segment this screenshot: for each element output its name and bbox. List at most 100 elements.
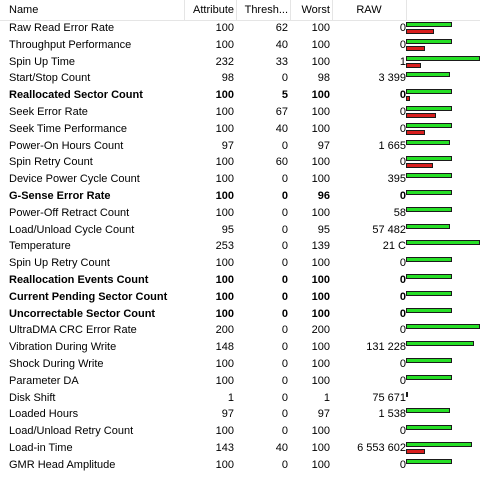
attribute-value: 253 bbox=[215, 240, 234, 253]
column-header-worst[interactable]: Worst bbox=[301, 4, 330, 16]
attribute-name: Vibration During Write bbox=[9, 341, 117, 354]
attribute-name: UltraDMA CRC Error Rate bbox=[9, 324, 137, 337]
raw-value: 0 bbox=[399, 189, 406, 202]
attribute-bar bbox=[406, 391, 408, 397]
worst-value: 200 bbox=[311, 324, 330, 337]
table-row[interactable]: Loaded Hours 97 0 97 1 538 bbox=[0, 406, 480, 423]
table-row[interactable]: GMR Head Amplitude 100 0 100 0 bbox=[0, 457, 480, 474]
health-bars bbox=[406, 37, 480, 54]
table-row[interactable]: Device Power Cycle Count 100 0 100 395 bbox=[0, 171, 480, 188]
table-row[interactable]: Uncorrectable Sector Count 100 0 100 0 bbox=[0, 306, 480, 323]
attribute-bar bbox=[406, 105, 452, 111]
worst-value: 97 bbox=[317, 408, 330, 421]
smart-attribute-list: Raw Read Error Rate 100 62 100 0 Throughput P… bbox=[0, 20, 480, 474]
attribute-bar bbox=[406, 425, 452, 431]
column-divider[interactable] bbox=[406, 0, 407, 20]
table-row[interactable]: UltraDMA CRC Error Rate 200 0 200 0 bbox=[0, 322, 480, 339]
table-row[interactable]: Load-in Time 143 40 100 6 553 602 bbox=[0, 440, 480, 457]
attribute-bar bbox=[406, 441, 472, 447]
table-row[interactable]: Current Pending Sector Count 100 0 100 0 bbox=[0, 289, 480, 306]
table-row[interactable]: Seek Error Rate 100 67 100 0 bbox=[0, 104, 480, 121]
column-header-threshold[interactable]: Thresh... bbox=[244, 4, 288, 16]
raw-value: 0 bbox=[399, 374, 406, 387]
table-row[interactable]: Throughput Performance 100 40 100 0 bbox=[0, 37, 480, 54]
table-row[interactable]: Reallocated Sector Count 100 5 100 0 bbox=[0, 87, 480, 104]
attribute-name: GMR Head Amplitude bbox=[9, 458, 116, 471]
attribute-name: Loaded Hours bbox=[9, 408, 79, 421]
table-row[interactable]: Seek Time Performance 100 40 100 0 bbox=[0, 121, 480, 138]
table-row[interactable]: Temperature 253 0 139 21 C bbox=[0, 238, 480, 255]
attribute-name: G-Sense Error Rate bbox=[9, 189, 111, 202]
column-header-name[interactable]: Name bbox=[9, 4, 39, 16]
table-row[interactable]: Spin Up Time 232 33 100 1 bbox=[0, 54, 480, 71]
table-row[interactable]: Vibration During Write 148 0 100 131 228 bbox=[0, 339, 480, 356]
health-bars bbox=[406, 205, 480, 222]
attribute-name: Disk Shift bbox=[9, 391, 56, 404]
threshold-value: 0 bbox=[281, 307, 288, 320]
worst-value: 100 bbox=[311, 38, 330, 51]
attribute-value: 100 bbox=[215, 105, 234, 118]
column-header-attribute[interactable]: Attribute bbox=[193, 4, 234, 16]
table-row[interactable]: G-Sense Error Rate 100 0 96 0 bbox=[0, 188, 480, 205]
threshold-value: 0 bbox=[281, 257, 288, 270]
health-bars bbox=[406, 289, 480, 306]
health-bars bbox=[406, 70, 480, 87]
attribute-bar bbox=[406, 458, 452, 464]
threshold-value: 0 bbox=[281, 189, 288, 202]
attribute-value: 1 bbox=[227, 391, 234, 404]
table-row[interactable]: Reallocation Events Count 100 0 100 0 bbox=[0, 272, 480, 289]
worst-value: 100 bbox=[311, 173, 330, 186]
health-bars bbox=[406, 272, 480, 289]
threshold-value: 0 bbox=[281, 408, 288, 421]
table-row[interactable]: Load/Unload Retry Count 100 0 100 0 bbox=[0, 423, 480, 440]
threshold-value: 0 bbox=[281, 341, 288, 354]
attribute-name: Seek Error Rate bbox=[9, 105, 88, 118]
attribute-name: Power-Off Retract Count bbox=[9, 206, 130, 219]
table-row[interactable]: Load/Unload Cycle Count 95 0 95 57 482 bbox=[0, 222, 480, 239]
attribute-value: 100 bbox=[215, 206, 234, 219]
threshold-value: 0 bbox=[281, 374, 288, 387]
table-row[interactable]: Spin Retry Count 100 60 100 0 bbox=[0, 154, 480, 171]
threshold-bar bbox=[406, 112, 436, 118]
health-bars bbox=[406, 154, 480, 171]
threshold-value: 40 bbox=[275, 122, 288, 135]
health-bars bbox=[406, 188, 480, 205]
table-row[interactable]: Disk Shift 1 0 1 75 671 bbox=[0, 390, 480, 407]
attribute-value: 98 bbox=[221, 72, 234, 85]
raw-value: 0 bbox=[399, 458, 406, 471]
column-divider[interactable] bbox=[332, 0, 333, 20]
raw-value: 3 399 bbox=[378, 72, 406, 85]
table-row[interactable]: Start/Stop Count 98 0 98 3 399 bbox=[0, 70, 480, 87]
raw-value: 0 bbox=[399, 273, 406, 286]
attribute-name: Uncorrectable Sector Count bbox=[9, 307, 156, 320]
table-row[interactable]: Shock During Write 100 0 100 0 bbox=[0, 356, 480, 373]
threshold-bar bbox=[406, 163, 433, 169]
threshold-bar bbox=[406, 45, 425, 51]
attribute-value: 100 bbox=[215, 89, 234, 102]
attribute-bar bbox=[406, 257, 452, 263]
table-row[interactable]: Power-Off Retract Count 100 0 100 58 bbox=[0, 205, 480, 222]
table-row[interactable]: Spin Up Retry Count 100 0 100 0 bbox=[0, 255, 480, 272]
raw-value: 1 538 bbox=[378, 408, 406, 421]
column-divider[interactable] bbox=[290, 0, 291, 20]
table-row[interactable]: Parameter DA 100 0 100 0 bbox=[0, 373, 480, 390]
attribute-bar bbox=[406, 374, 452, 380]
attribute-bar bbox=[406, 89, 452, 95]
column-divider[interactable] bbox=[236, 0, 237, 20]
threshold-value: 0 bbox=[281, 139, 288, 152]
table-row[interactable]: Raw Read Error Rate 100 62 100 0 bbox=[0, 20, 480, 37]
attribute-value: 100 bbox=[215, 257, 234, 270]
column-divider[interactable] bbox=[184, 0, 185, 20]
attribute-bar bbox=[406, 273, 452, 279]
attribute-name: Temperature bbox=[9, 240, 71, 253]
worst-value: 100 bbox=[311, 22, 330, 34]
table-row[interactable]: Power-On Hours Count 97 0 97 1 665 bbox=[0, 138, 480, 155]
health-bars bbox=[406, 138, 480, 155]
threshold-value: 0 bbox=[281, 173, 288, 186]
health-bars bbox=[406, 306, 480, 323]
attribute-name: Spin Up Time bbox=[9, 55, 76, 68]
column-header-raw[interactable]: RAW bbox=[356, 4, 382, 16]
threshold-bar bbox=[406, 62, 421, 68]
attribute-bar bbox=[406, 307, 452, 313]
attribute-value: 97 bbox=[221, 139, 234, 152]
